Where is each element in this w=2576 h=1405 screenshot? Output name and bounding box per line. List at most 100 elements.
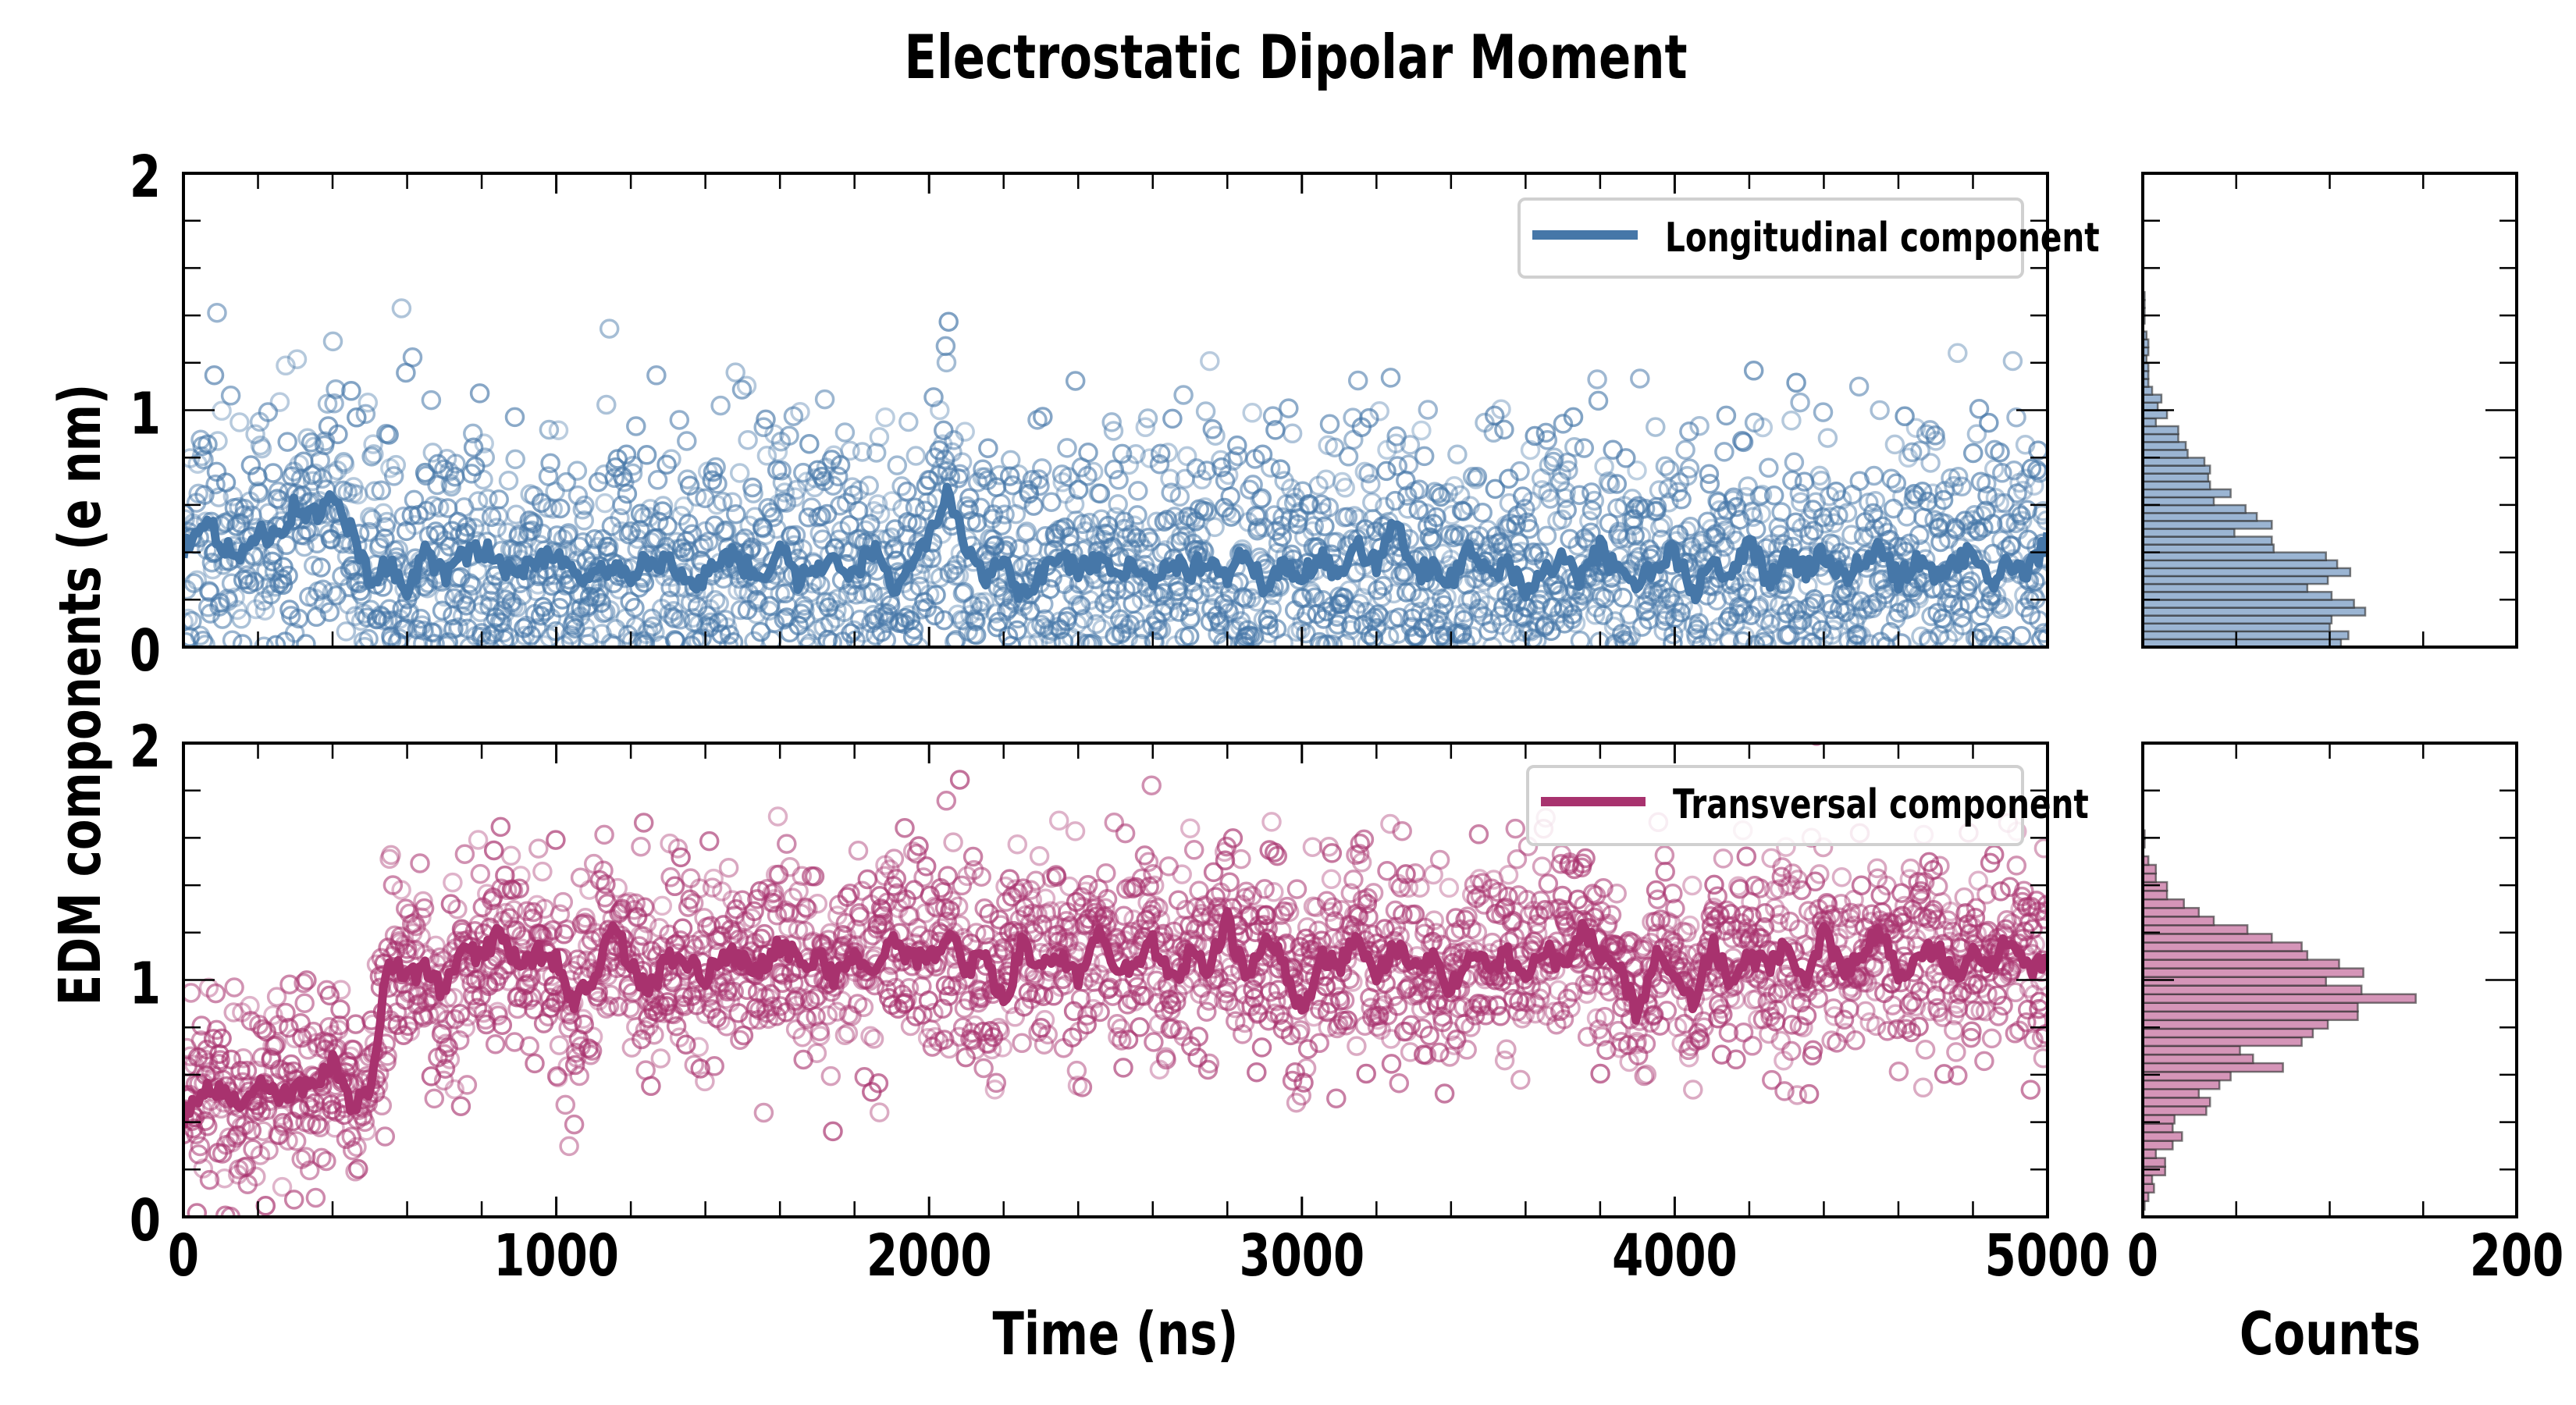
scatter-point <box>183 983 201 1003</box>
scatter-point <box>1689 415 1710 436</box>
scatter-point <box>1574 438 1595 458</box>
scatter-point <box>423 496 443 516</box>
scatter-point <box>934 610 955 631</box>
scatter-point <box>489 966 509 986</box>
scatter-point <box>1627 1032 1647 1052</box>
scatter-point <box>678 897 699 917</box>
scatter-point <box>411 608 431 629</box>
scatter-point <box>840 884 860 904</box>
scatter-point <box>301 1114 322 1135</box>
scatter-point <box>1498 886 1518 907</box>
scatter-point <box>337 482 358 503</box>
scatter-point <box>1505 818 1526 839</box>
x-axis-label-time: Time (ns) <box>993 1300 1239 1369</box>
scatter-point <box>197 1039 217 1060</box>
scatter-point <box>966 923 987 943</box>
scatter-point <box>240 995 260 1016</box>
scatter-point <box>1552 509 1573 530</box>
scatter-point <box>1282 423 1303 444</box>
scatter-point <box>527 895 547 916</box>
scatter-point <box>219 1127 240 1147</box>
scatter-point <box>1302 837 1323 857</box>
scatter-point <box>275 631 296 647</box>
scatter-point <box>1290 1020 1311 1040</box>
scatter-point <box>250 435 271 456</box>
scatter-point <box>1966 424 1987 444</box>
scatter-point <box>1373 575 1393 596</box>
scatter-point <box>1426 507 1446 528</box>
scatter-point <box>1418 400 1439 420</box>
scatter-point <box>1165 507 1185 527</box>
scatter-point <box>937 911 957 932</box>
scatter-point <box>1453 501 1474 521</box>
scatter-point <box>1544 447 1564 468</box>
scatter-point <box>1714 442 1735 462</box>
scatter-point <box>1166 991 1187 1012</box>
scatter-point <box>1788 919 1809 940</box>
scatter-point <box>463 437 484 458</box>
scatter-point <box>578 634 598 647</box>
scatter-point <box>939 563 959 584</box>
scatter-point <box>1032 914 1053 935</box>
scatter-point <box>1635 498 1656 519</box>
scatter-point <box>595 602 616 623</box>
scatter-point <box>948 896 969 917</box>
scatter-point <box>970 980 991 1001</box>
scatter-point <box>1846 624 1867 645</box>
scatter-point <box>604 468 624 489</box>
scatter-point <box>532 861 553 882</box>
scatter-point <box>935 336 956 357</box>
scatter-point <box>333 480 354 501</box>
scatter-point <box>760 984 781 1005</box>
scatter-point <box>1699 474 1720 494</box>
scatter-point <box>1467 922 1488 943</box>
scatter-point <box>781 962 802 984</box>
scatter-point <box>1400 435 1421 455</box>
scatter-point <box>1020 880 1041 900</box>
scatter-point <box>1442 505 1462 525</box>
scatter-point <box>1048 810 1069 831</box>
scatter-point <box>560 631 582 647</box>
scatter-point <box>966 624 987 646</box>
scatter-point <box>2002 350 2023 372</box>
scatter-point <box>2012 510 2033 532</box>
scatter-point <box>1663 633 1683 647</box>
scatter-point <box>1941 902 1961 922</box>
scatter-point <box>806 1043 827 1063</box>
scatter-point <box>973 459 993 479</box>
scatter-point <box>310 1117 330 1138</box>
scatter-point <box>1739 929 1759 950</box>
scatter-point <box>1144 875 1165 896</box>
scatter-point <box>204 365 225 386</box>
scatter-point <box>489 489 509 510</box>
scatter-point <box>756 446 777 466</box>
scatter-point <box>1964 1000 1985 1021</box>
scatter-point <box>1344 506 1364 526</box>
scatter-point <box>237 1174 258 1194</box>
scatter-point <box>932 434 953 454</box>
scatter-point <box>1674 1013 1695 1034</box>
scatter-point <box>1074 574 1094 596</box>
scatter-point <box>199 1169 220 1190</box>
bottom-panel <box>182 742 2049 1218</box>
scatter-point <box>1926 496 1947 517</box>
scatter-point <box>1831 489 1852 510</box>
scatter-point <box>696 1004 716 1024</box>
scatter-point <box>845 630 866 647</box>
scatter-point <box>1338 446 1359 467</box>
scatter-point <box>2007 483 2027 503</box>
scatter-point <box>1224 503 1245 524</box>
scatter-point <box>246 599 266 620</box>
scatter-point <box>1643 1005 1664 1025</box>
scatter-point <box>1162 408 1183 429</box>
scatter-point <box>277 432 297 452</box>
scatter-point <box>1612 624 1632 644</box>
scatter-point <box>636 445 657 465</box>
scatter-point <box>286 1131 307 1151</box>
scatter-point <box>1649 518 1670 538</box>
scatter-point <box>1987 593 2008 614</box>
scatter-point <box>991 515 1012 535</box>
scatter-point <box>1569 485 1590 505</box>
scatter-point <box>1558 460 1578 481</box>
scatter-point <box>971 596 992 617</box>
